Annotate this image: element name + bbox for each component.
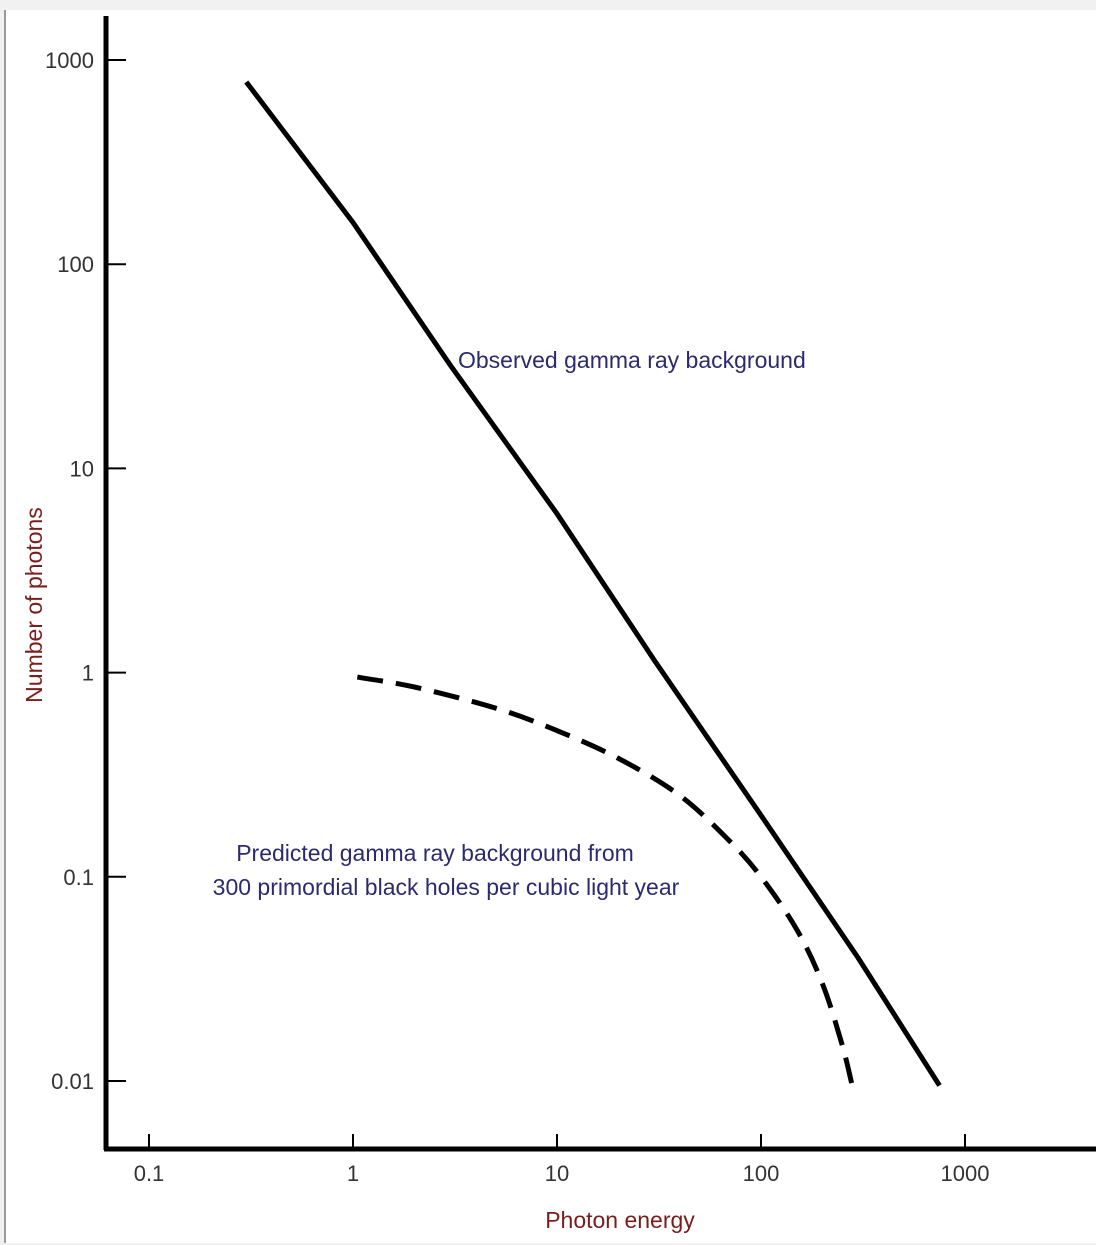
x-tick-label: 1	[347, 1161, 359, 1186]
y-tick-label: 0.01	[51, 1069, 94, 1094]
annotations: Observed gamma ray background Predicted …	[213, 347, 806, 900]
y-axis-title: Number of photons	[21, 507, 47, 703]
x-tick-label: 0.1	[134, 1161, 165, 1186]
y-tick-label: 0.1	[63, 865, 94, 890]
predicted-annotation-line-2: 300 primordial black holes per cubic lig…	[213, 874, 680, 900]
x-tick-label: 100	[743, 1161, 780, 1186]
chart-frame	[4, 10, 1096, 1243]
predicted-series-line	[356, 674, 855, 1087]
y-tick-label: 1	[82, 661, 94, 686]
axes	[103, 16, 1096, 1152]
observed-annotation: Observed gamma ray background	[458, 347, 806, 373]
series-layer	[244, 80, 942, 1087]
x-ticks: 0.1 1 10 100 1000	[134, 1134, 990, 1186]
y-tick-label: 1000	[45, 48, 94, 73]
y-tick-label: 100	[57, 252, 94, 277]
predicted-annotation-line-1: Predicted gamma ray background from	[236, 840, 634, 866]
x-tick-label: 1000	[941, 1161, 990, 1186]
y-ticks: 0.01 0.1 1 10 100 1000	[45, 48, 126, 1094]
frame-left-edge	[4, 10, 6, 1243]
y-tick-label: 10	[70, 456, 94, 481]
x-axis-title: Photon energy	[545, 1207, 695, 1233]
observed-series-line	[244, 80, 942, 1087]
x-tick-label: 10	[545, 1161, 569, 1186]
